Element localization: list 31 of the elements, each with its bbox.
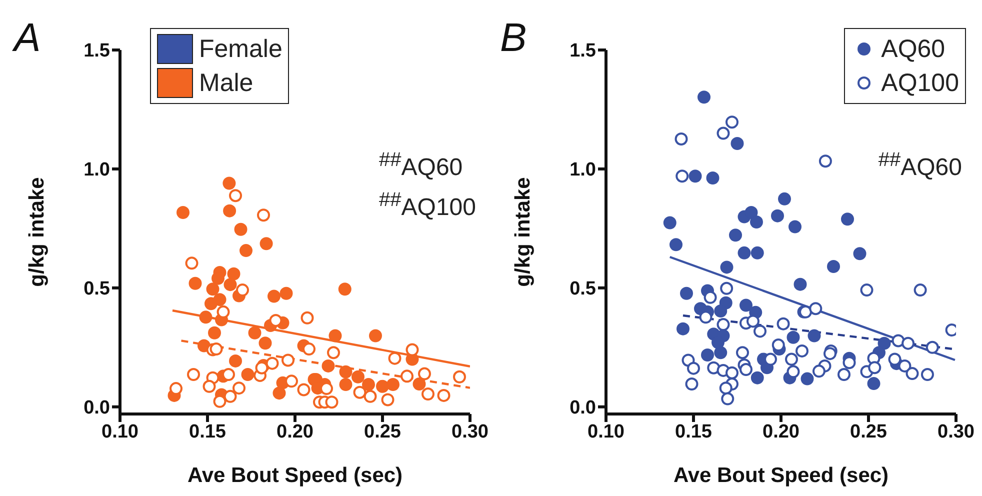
x-axis-title: Ave Bout Speed (sec): [187, 464, 403, 487]
y-tick-label: 1.5: [570, 40, 596, 62]
y-tick-label: 1.5: [84, 40, 110, 62]
y-tick-label: 0.0: [84, 398, 110, 419]
chart-title: B: [500, 16, 527, 61]
x-tick-label: 0.10: [588, 421, 624, 442]
x-tick-label: 0.30: [452, 421, 488, 442]
legend-label: AQ100: [881, 68, 959, 99]
x-tick-label: 0.15: [189, 421, 226, 442]
annotation: $^{##}$AQ60: [878, 148, 962, 183]
annotation: $^{##}$AQ100: [379, 188, 476, 223]
y-axis-title: g/kg intake: [511, 177, 534, 287]
annotation: $^{##}$AQ60: [379, 148, 464, 183]
chart-title: A: [14, 16, 41, 61]
x-tick-label: 0.25: [364, 421, 402, 442]
y-tick-label: 1.0: [84, 160, 110, 181]
x-tick-label: 0.20: [276, 421, 314, 442]
y-tick-label: 1.0: [570, 160, 596, 181]
x-axis-title: Ave Bout Speed (sec): [673, 464, 889, 487]
x-tick-label: 0.20: [762, 421, 800, 442]
y-axis-title: g/kg intake: [25, 177, 48, 287]
y-tick-label: 0.5: [84, 278, 110, 300]
legend-label: AQ60: [881, 34, 946, 65]
y-tick-label: 0.5: [570, 278, 596, 300]
legend-label: Female: [199, 34, 282, 65]
x-tick-label: 0.30: [938, 421, 974, 442]
legend-label: Male: [199, 68, 254, 99]
x-tick-label: 0.25: [850, 421, 888, 442]
x-tick-label: 0.10: [102, 421, 138, 442]
y-tick-label: 0.0: [570, 398, 596, 419]
x-tick-label: 0.15: [675, 421, 712, 442]
